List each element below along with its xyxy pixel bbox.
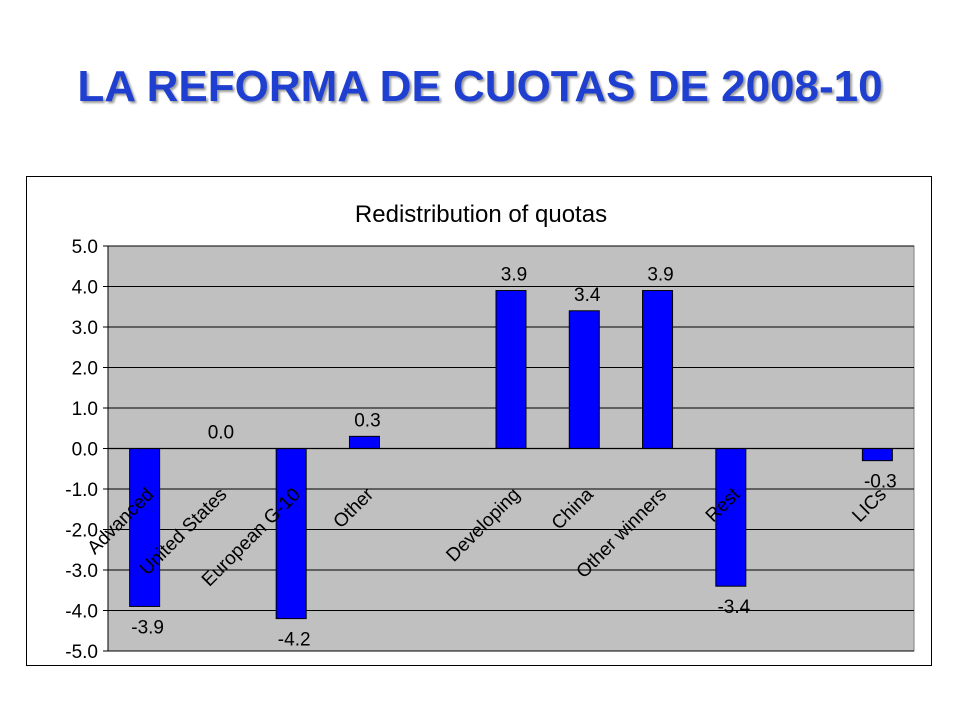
y-tick-label: 1.0 — [72, 399, 98, 420]
y-tick-label: 3.0 — [72, 318, 98, 339]
data-label: -3.9 — [131, 617, 164, 638]
data-label: 3.4 — [574, 285, 601, 306]
chart-title: Redistribution of quotas — [355, 201, 607, 228]
bar-chart: Redistribution of quotas 5.0 4.0 3.0 2.0 1.0… — [65, 201, 915, 663]
bar — [715, 448, 747, 587]
y-tick-label: -4.0 — [65, 602, 98, 623]
bar — [275, 448, 307, 620]
data-label: -3.4 — [717, 597, 750, 618]
data-label: 0.3 — [354, 410, 380, 431]
data-label: 0.0 — [208, 423, 234, 444]
bar — [348, 435, 380, 450]
y-tick-label: -2.0 — [65, 521, 98, 542]
bar — [495, 290, 527, 449]
data-label: -4.2 — [278, 630, 311, 651]
data-label: 3.9 — [501, 265, 527, 286]
y-tick-label: -1.0 — [65, 480, 98, 501]
y-tick-label: 5.0 — [72, 237, 98, 258]
y-tick-label: 4.0 — [72, 278, 98, 299]
bar — [568, 310, 600, 449]
slide-title: LA REFORMA DE CUOTAS DE 2008-10 — [77, 62, 883, 111]
bar — [861, 448, 893, 462]
y-tick-label: -5.0 — [65, 642, 98, 663]
y-tick-label: -3.0 — [65, 561, 98, 582]
data-label: -0.3 — [864, 472, 897, 493]
data-label: 3.9 — [647, 265, 673, 286]
bar — [129, 448, 161, 607]
bar — [642, 290, 674, 449]
chart-frame: Redistribution of quotas 5.0 4.0 3.0 2.0 1.0… — [26, 176, 932, 666]
y-tick-label: 0.0 — [72, 440, 98, 461]
y-tick-label: 2.0 — [72, 359, 98, 380]
